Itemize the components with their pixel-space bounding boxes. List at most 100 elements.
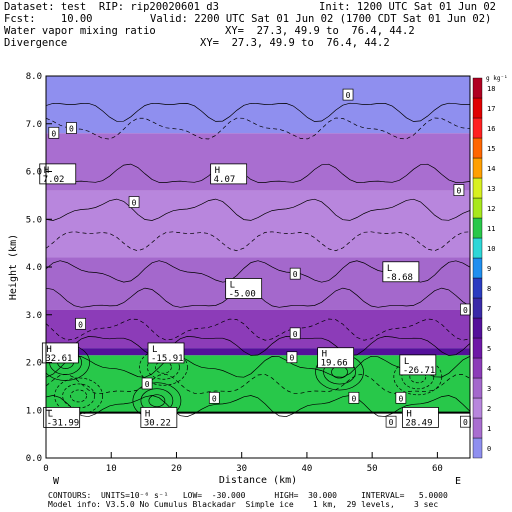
extremum-label-8: L-31.99 <box>43 407 81 428</box>
extremum-kind: L <box>152 345 157 355</box>
moisture-band-2 <box>46 190 470 258</box>
colorbar-label-6: 6 <box>487 325 491 333</box>
extremum-label-2: L-5.00 <box>225 278 263 299</box>
extremum-value: -26.71 <box>403 366 436 376</box>
x-axis-title: Distance (km) <box>219 475 297 486</box>
svg-text:0: 0 <box>456 187 461 196</box>
colorbar-label-9: 9 <box>487 265 491 273</box>
colorbar-label-12: 12 <box>487 205 495 213</box>
axes: 0 10 20 30 40 50 60 0.0 1.0 2.0 3.0 4.0 5.0 6.0 7.0 8.0 <box>26 72 443 474</box>
colorbar-swatch-11 <box>472 217 483 239</box>
colorbar-label-0: 0 <box>487 445 491 453</box>
svg-text:0: 0 <box>51 129 56 138</box>
extremum-value: 19.66 <box>321 359 348 369</box>
moisture-band-4 <box>46 309 470 349</box>
colorbar-swatch-3 <box>472 377 483 399</box>
extremum-label-1: H4.07 <box>210 163 248 185</box>
colorbar-swatch-5 <box>472 337 483 359</box>
extremum-label-10: H28.49 <box>402 407 439 428</box>
colorbar-swatch-0 <box>472 437 483 459</box>
colorbar-label-11: 11 <box>487 225 495 233</box>
colorbar-label-16: 16 <box>487 125 495 133</box>
contour-loop-1-3 <box>139 348 188 386</box>
zero-contour-label-6: 0 <box>460 303 471 316</box>
extremum-value: -5.00 <box>229 289 256 299</box>
svg-text:0: 0 <box>293 270 298 279</box>
model-info: Model info: V3.5.0 No Cumulus Blackadar … <box>48 500 439 509</box>
extremum-value: 32.61 <box>45 354 72 364</box>
svg-text:0: 0 <box>293 330 298 339</box>
colorbar-units: g kg⁻¹ <box>486 75 508 82</box>
contour-line-7 <box>46 318 470 341</box>
svg-text:0: 0 <box>145 380 150 389</box>
direction-east: E <box>455 476 461 487</box>
zero-contour-label-4: 0 <box>128 196 140 208</box>
divergence-contours <box>46 102 470 420</box>
zero-contour-label-2: 0 <box>342 88 354 101</box>
colorbar-label-15: 15 <box>487 145 495 153</box>
extremum-value: 7.02 <box>43 175 65 185</box>
moisture-band-0 <box>46 76 470 134</box>
x-tick-label-2: 20 <box>171 464 182 474</box>
contour-line-0 <box>46 102 470 122</box>
svg-text:0: 0 <box>69 125 74 134</box>
field1-xy: XY= 27.3, 49.9 to 76.4, 44.2 <box>225 25 415 37</box>
colorbar-swatch-1 <box>472 417 483 439</box>
fcst-line: Fcst: 10.00 <box>4 13 93 25</box>
x-tick-label-4: 40 <box>302 464 313 474</box>
x-tick-label-6: 60 <box>432 464 443 474</box>
extremum-value: -8.68 <box>386 273 413 283</box>
x-tick-label-3: 30 <box>236 464 247 474</box>
colorbar-label-5: 5 <box>487 345 491 353</box>
y-tick-label-5: 5.0 <box>26 215 42 225</box>
extremum-kind: H <box>46 345 51 355</box>
extremum-kind: H <box>145 409 150 419</box>
svg-text:0: 0 <box>346 91 351 100</box>
colorbar-label-3: 3 <box>487 385 491 393</box>
colorbar-swatch-18 <box>472 77 483 99</box>
svg-text:0: 0 <box>290 354 295 363</box>
zero-contour-label-13: 0 <box>395 391 407 404</box>
y-tick-label-2: 2.0 <box>26 359 42 369</box>
colorbar-swatch-15 <box>472 137 483 159</box>
plot-header: Dataset: test RIP: rip20020601 d3 Init: … <box>0 0 512 76</box>
field2-name: Divergence <box>4 37 68 49</box>
extremum-kind: L <box>387 264 392 274</box>
extremum-kind: L <box>404 357 409 367</box>
y-tick-label-1: 1.0 <box>26 406 42 416</box>
init-line: Init: 1200 UTC Sat 01 Jun 02 <box>319 1 497 13</box>
y-tick-label-3: 3.0 <box>26 311 42 321</box>
svg-text:0: 0 <box>389 418 394 427</box>
svg-text:0: 0 <box>78 320 83 329</box>
y-tick-label-0: 0.0 <box>26 454 42 464</box>
field1-name: Water vapor mixing ratio <box>4 25 156 37</box>
colorbar-label-2: 2 <box>487 405 491 413</box>
valid-line: Valid: 2200 UTC Sat 01 Jun 02 (1700 CDT … <box>150 13 492 25</box>
colorbar-swatch-16 <box>472 117 483 139</box>
y-axis-title: Height (km) <box>8 234 19 300</box>
zero-contour-label-8: 0 <box>289 327 301 340</box>
zero-contour-label-12: 0 <box>348 391 360 404</box>
colorbar-label-4: 4 <box>487 365 491 373</box>
contour-loop-5-1 <box>70 389 87 403</box>
colorbar-swatch-2 <box>472 397 483 419</box>
svg-text:0: 0 <box>351 394 356 403</box>
svg-text:0: 0 <box>398 394 403 403</box>
colorbar-label-7: 7 <box>487 305 491 313</box>
extremum-label-0: H7.02 <box>39 163 77 185</box>
contour-line-9 <box>46 355 470 378</box>
svg-text:0: 0 <box>463 418 468 427</box>
contour-loop-3-3 <box>393 358 443 396</box>
colorbar-swatch-14 <box>472 157 483 179</box>
zero-contour-label-3: 0 <box>453 184 465 196</box>
extremum-label-7: L-26.71 <box>399 354 437 376</box>
moisture-band-1 <box>46 133 470 191</box>
colorbar-swatch-10 <box>472 237 483 259</box>
y-tick-label-8: 8.0 <box>26 72 42 82</box>
extremum-kind: H <box>406 409 411 419</box>
zero-contour-label-7: 0 <box>75 317 86 330</box>
colorbar-swatch-17 <box>472 97 483 119</box>
